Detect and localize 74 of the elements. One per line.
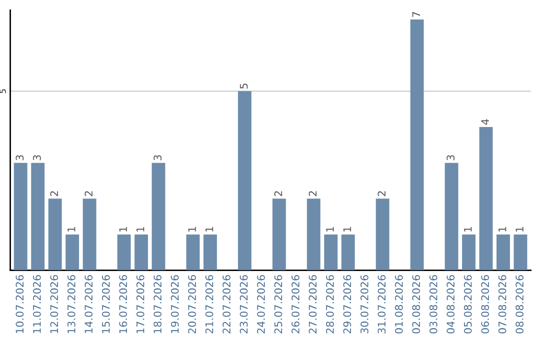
- x-tick-label: 14.07.2026: [84, 275, 93, 333]
- x-tick-label: 13.07.2026: [67, 275, 76, 333]
- bar: [31, 162, 45, 270]
- bar: [496, 234, 510, 270]
- data-label: 1: [498, 227, 506, 232]
- x-tick-label: 26.07.2026: [292, 275, 300, 334]
- bar: [152, 162, 166, 270]
- data-label: 4: [481, 119, 489, 125]
- data-label: 1: [464, 227, 472, 232]
- x-tick-label: 23.07.2026: [240, 275, 248, 334]
- data-label: 2: [50, 191, 58, 196]
- x-tick-label: 30.07.2026: [360, 275, 368, 334]
- x-tick-label: 07.08.2026: [498, 275, 506, 334]
- x-tick-label: 11.07.2026: [32, 275, 41, 333]
- bar: [272, 198, 286, 270]
- data-label: 1: [326, 227, 334, 232]
- bar: [82, 198, 96, 270]
- x-tick-label: 24.07.2026: [257, 275, 265, 334]
- bar: [376, 198, 390, 270]
- bar: [238, 91, 252, 270]
- bar: [479, 126, 493, 270]
- x-tick-label: 03.08.2026: [429, 275, 438, 334]
- x-tick-label: 28.07.2026: [326, 275, 334, 334]
- data-label: 3: [32, 155, 41, 160]
- data-label: 1: [119, 227, 127, 232]
- x-tick-label: 08.08.2026: [516, 275, 524, 334]
- x-tick-label: 10.07.2026: [16, 275, 24, 333]
- data-label: 1: [188, 227, 196, 232]
- x-tick-label: 19.07.2026: [170, 275, 179, 333]
- x-tick-label: 15.07.2026: [102, 275, 110, 333]
- data-label: 1: [343, 227, 351, 232]
- x-tick-label: 17.07.2026: [136, 275, 144, 333]
- bar: [444, 162, 458, 270]
- bar: [514, 234, 528, 270]
- bar: [117, 234, 131, 270]
- data-label: 3: [154, 155, 162, 160]
- x-tick-label: 27.07.2026: [308, 275, 317, 334]
- x-tick-label: 31.07.2026: [378, 275, 386, 334]
- x-tick-label: 22.07.2026: [222, 275, 230, 334]
- bar: [462, 234, 476, 270]
- data-label: 2: [378, 191, 386, 196]
- bar: [324, 234, 338, 270]
- x-tick-label: 02.08.2026: [412, 275, 420, 334]
- bar: [134, 234, 148, 270]
- bar: [341, 234, 355, 270]
- data-label: 3: [446, 155, 455, 160]
- data-label: 2: [274, 191, 282, 196]
- x-tick-label: 25.07.2026: [274, 275, 282, 334]
- x-tick-label: 18.07.2026: [154, 275, 162, 333]
- data-label: 1: [205, 227, 214, 232]
- bar: [306, 198, 320, 270]
- x-tick-label: 04.08.2026: [446, 275, 455, 334]
- bar: [48, 198, 62, 270]
- data-label: 2: [84, 191, 92, 196]
- x-tick-label: 01.08.2026: [394, 275, 403, 334]
- x-tick-label: 21.07.2026: [205, 275, 214, 334]
- data-label: 1: [516, 227, 524, 232]
- x-tick-label: 29.07.2026: [343, 275, 352, 334]
- data-label: 1: [68, 227, 76, 232]
- bar: [203, 234, 217, 270]
- bar: [66, 234, 80, 270]
- x-tick-label: 06.08.2026: [481, 275, 490, 334]
- data-label: 7: [412, 12, 420, 17]
- x-tick-label: 16.07.2026: [119, 275, 128, 333]
- bar: [410, 20, 424, 270]
- x-tick-label: 12.07.2026: [50, 275, 58, 333]
- data-label: 1: [136, 227, 144, 232]
- x-tick-label: 05.08.2026: [464, 275, 472, 334]
- x-tick-label: 20.07.2026: [188, 275, 196, 334]
- data-label: 5: [240, 84, 248, 89]
- data-label: 2: [308, 191, 317, 196]
- bar: [14, 162, 28, 270]
- bar: [186, 234, 200, 270]
- data-label: 3: [16, 155, 24, 160]
